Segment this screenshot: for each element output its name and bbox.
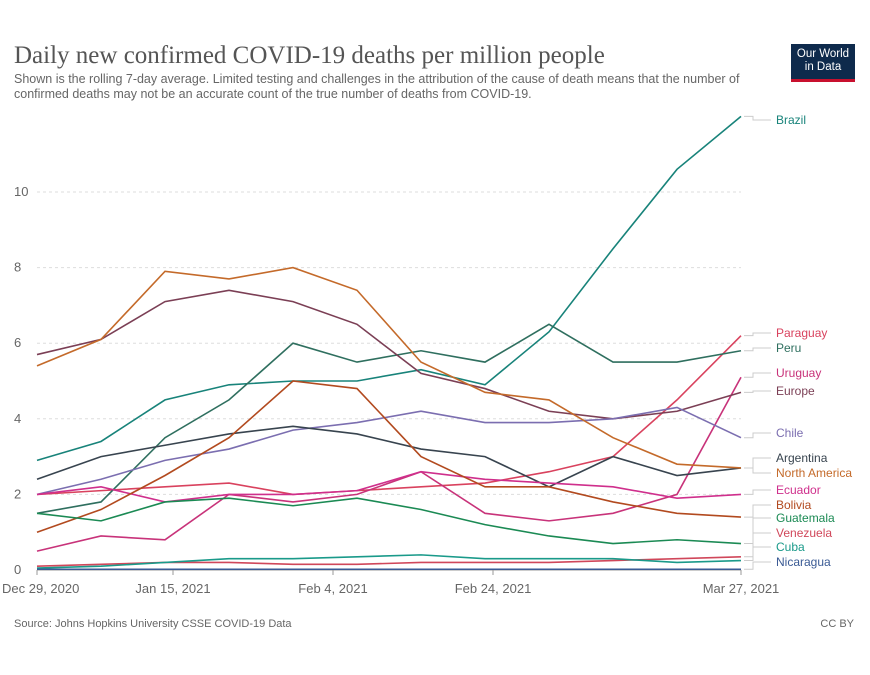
series-label: North America bbox=[776, 466, 852, 480]
label-connector bbox=[744, 347, 771, 352]
x-tick-label: Mar 27, 2021 bbox=[703, 581, 780, 596]
series-line-venezuela bbox=[36, 555, 742, 568]
series-line-ecuador bbox=[36, 470, 742, 503]
label-connector bbox=[744, 432, 771, 439]
y-tick-label: 6 bbox=[14, 335, 21, 350]
chart-subtitle: Shown is the rolling 7-day average. Limi… bbox=[14, 72, 740, 101]
label-connector bbox=[744, 561, 771, 570]
chart-title: Daily new confirmed COVID-19 deaths per … bbox=[14, 42, 605, 69]
series-line-peru bbox=[36, 323, 742, 515]
source-note[interactable]: Source: Johns Hopkins University CSSE CO… bbox=[14, 618, 292, 630]
x-tick-label: Feb 24, 2021 bbox=[455, 581, 532, 596]
label-connector bbox=[744, 467, 771, 474]
series-line-europe bbox=[36, 289, 742, 420]
series-label: Ecuador bbox=[776, 483, 821, 497]
series-line-argentina bbox=[36, 425, 742, 488]
label-connector bbox=[744, 457, 771, 469]
y-tick-label: 0 bbox=[14, 562, 21, 577]
series-line-bolivia bbox=[36, 380, 742, 533]
series-line-uruguay bbox=[36, 376, 742, 552]
label-connector bbox=[744, 115, 771, 121]
label-connector bbox=[744, 546, 771, 562]
series-line-guatemala bbox=[36, 497, 742, 545]
series-label: Paraguay bbox=[776, 326, 827, 340]
label-connector bbox=[744, 372, 771, 378]
series-label: Nicaragua bbox=[776, 555, 831, 569]
label-connector bbox=[744, 390, 771, 393]
series-label: Europe bbox=[776, 384, 815, 398]
x-tick-label: Jan 15, 2021 bbox=[135, 581, 210, 596]
series-line-chile bbox=[36, 406, 742, 496]
x-tick-label: Dec 29, 2020 bbox=[2, 581, 79, 596]
series-label: Uruguay bbox=[776, 366, 821, 380]
label-connector bbox=[744, 332, 771, 337]
y-tick-label: 2 bbox=[14, 486, 21, 501]
y-tick-label: 4 bbox=[14, 411, 21, 426]
label-connector bbox=[744, 532, 771, 558]
series-label: Brazil bbox=[776, 113, 806, 127]
series-label: Peru bbox=[776, 341, 801, 355]
y-tick-label: 8 bbox=[14, 260, 21, 275]
label-connector bbox=[744, 504, 771, 518]
series-line-cuba bbox=[36, 554, 742, 569]
series-label: Argentina bbox=[776, 451, 828, 465]
license-link[interactable]: CC BY bbox=[820, 618, 854, 630]
x-tick-label: Feb 4, 2021 bbox=[298, 581, 367, 596]
owid-logo[interactable]: Our World in Data bbox=[791, 44, 855, 82]
series-line-brazil bbox=[36, 115, 742, 462]
label-connector bbox=[744, 517, 771, 545]
label-connector bbox=[744, 489, 771, 495]
y-tick-label: 10 bbox=[14, 184, 28, 199]
series-label: Cuba bbox=[776, 540, 805, 554]
series-label: Venezuela bbox=[776, 526, 832, 540]
series-line-paraguay bbox=[36, 335, 742, 496]
series-label: Bolivia bbox=[776, 498, 812, 512]
series-label: Chile bbox=[776, 426, 804, 440]
series-line-north-america bbox=[36, 266, 742, 469]
series-label: Guatemala bbox=[776, 511, 835, 525]
